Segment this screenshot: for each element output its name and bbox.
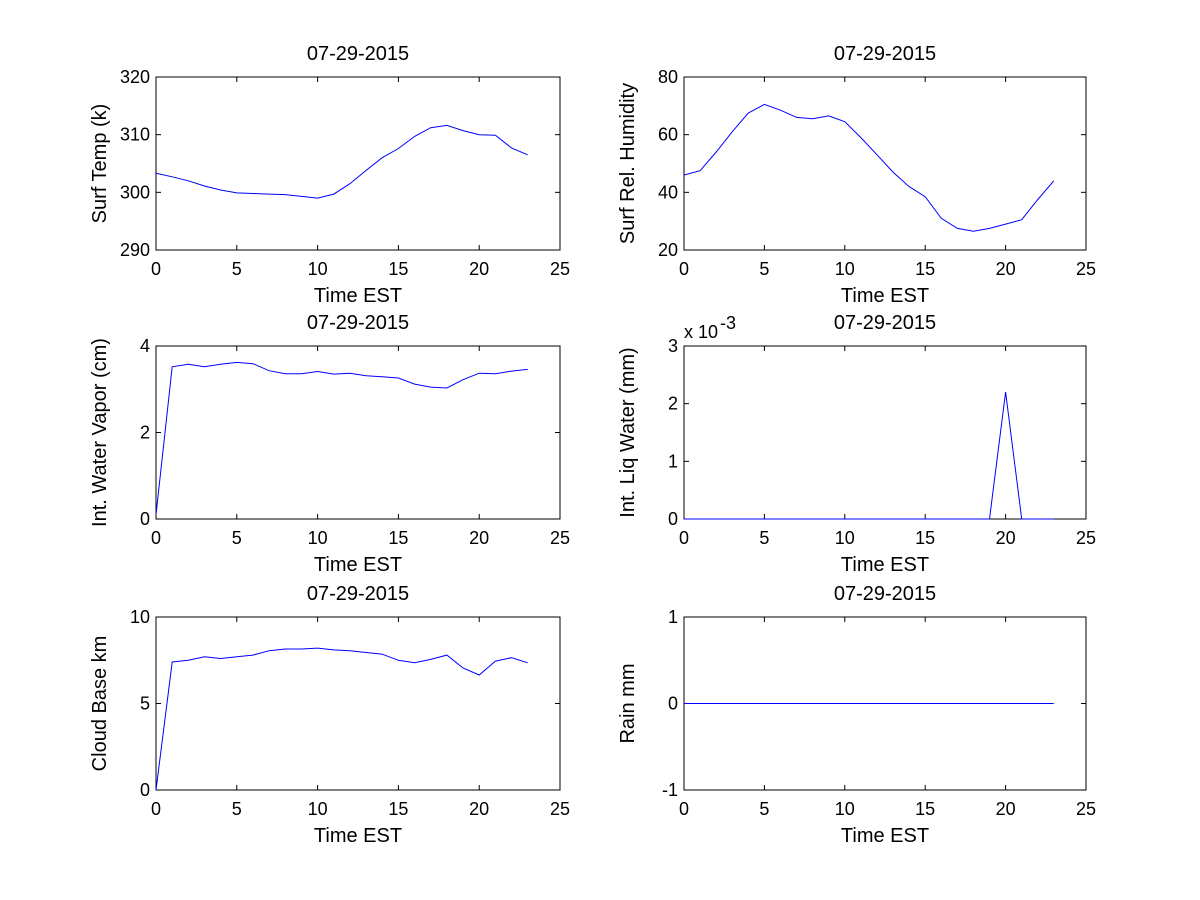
axes-frame xyxy=(683,76,1087,251)
subplot-2: 0 5 10 15 20 25 20 40 60 80 07-29-2015 Time EST Surf… xyxy=(617,43,1096,307)
x-axis-label: Time EST xyxy=(841,554,929,576)
x-axis-label: Time EST xyxy=(841,825,929,847)
x-tick-label: 5 xyxy=(232,799,242,819)
y-tick-label: 300 xyxy=(120,182,150,202)
y-tick-label: 0 xyxy=(668,509,678,529)
axes-frame xyxy=(155,76,561,251)
chart-title: 07-29-2015 xyxy=(834,43,936,65)
y-tick-label: 310 xyxy=(120,125,150,145)
y-tick-label: -1 xyxy=(662,780,678,800)
x-tick-label: 25 xyxy=(550,799,570,819)
x-axis-label: Time EST xyxy=(314,554,402,576)
y-tick-label: 1 xyxy=(668,607,678,627)
x-tick-label: 20 xyxy=(469,259,489,279)
x-tick-label: 10 xyxy=(308,259,328,279)
series-line xyxy=(683,103,1055,232)
chart-title: 07-29-2015 xyxy=(307,43,409,65)
x-axis-label: Time EST xyxy=(314,285,402,307)
x-tick-label: 5 xyxy=(232,259,242,279)
x-tick-label: 20 xyxy=(996,259,1016,279)
subplot-3: 0 5 10 15 20 25 0 2 4 07-29-2015 Time EST Int. Wate… xyxy=(89,312,570,576)
x-tick-label: 5 xyxy=(759,259,769,279)
x-tick-label: 10 xyxy=(835,528,855,548)
chart-title: 07-29-2015 xyxy=(834,312,936,334)
y-axis-label: Cloud Base km xyxy=(89,636,111,772)
y-axis-label: Surf Temp (k) xyxy=(89,104,111,224)
x-tick-label: 0 xyxy=(151,799,161,819)
y-tick-label: 1 xyxy=(668,451,678,471)
y-axis-label: Int. Water Vapor (cm) xyxy=(89,338,111,527)
y-tick-label: 0 xyxy=(140,780,150,800)
x-tick-label: 20 xyxy=(469,799,489,819)
y-tick-label: 0 xyxy=(140,509,150,529)
x-tick-label: 20 xyxy=(996,528,1016,548)
x-tick-label: 25 xyxy=(550,259,570,279)
x-tick-label: 10 xyxy=(308,528,328,548)
x-tick-label: 15 xyxy=(915,259,935,279)
y-tick-label: 2 xyxy=(140,423,150,443)
y-tick-label: 40 xyxy=(658,182,678,202)
y-tick-label: 5 xyxy=(140,694,150,714)
x-tick-label: 5 xyxy=(759,799,769,819)
x-tick-label: 15 xyxy=(388,259,408,279)
y-axis-label: Surf Rel. Humidity xyxy=(617,83,639,244)
y-exponent-power: -3 xyxy=(720,313,736,333)
x-tick-label: 0 xyxy=(151,528,161,548)
subplot-4: 0 5 10 15 20 25 0 1 2 3 x 10 -3 07-29-2015 Time EST In… xyxy=(617,312,1096,576)
y-tick-label: 2 xyxy=(668,394,678,414)
chart-title: 07-29-2015 xyxy=(307,583,409,605)
x-axis-label: Time EST xyxy=(841,285,929,307)
y-tick-label: 4 xyxy=(140,336,150,356)
x-tick-label: 25 xyxy=(1076,528,1096,548)
x-tick-label: 5 xyxy=(232,528,242,548)
chart-title: 07-29-2015 xyxy=(834,583,936,605)
x-tick-label: 15 xyxy=(915,799,935,819)
y-tick-label: 290 xyxy=(120,240,150,260)
x-tick-label: 25 xyxy=(1076,259,1096,279)
y-tick-label: 60 xyxy=(658,125,678,145)
x-tick-label: 20 xyxy=(996,799,1016,819)
y-tick-label: 3 xyxy=(668,336,678,356)
x-tick-label: 20 xyxy=(469,528,489,548)
y-tick-label: 20 xyxy=(658,240,678,260)
subplot-5: 0 5 10 15 20 25 0 5 10 07-29-2015 Time EST Cloud Ba… xyxy=(89,583,570,847)
x-tick-label: 10 xyxy=(835,799,855,819)
x-tick-label: 0 xyxy=(679,528,689,548)
y-exponent-base: x 10 xyxy=(684,322,718,342)
chart-title: 07-29-2015 xyxy=(307,312,409,334)
x-tick-label: 0 xyxy=(679,259,689,279)
x-tick-label: 10 xyxy=(835,259,855,279)
y-tick-label: 320 xyxy=(120,67,150,87)
series-line xyxy=(155,647,528,791)
x-tick-label: 0 xyxy=(151,259,161,279)
x-tick-label: 25 xyxy=(550,528,570,548)
series-line xyxy=(684,392,1054,520)
x-axis-label: Time EST xyxy=(314,825,402,847)
y-tick-label: 0 xyxy=(668,694,678,714)
x-tick-label: 15 xyxy=(388,799,408,819)
series-line xyxy=(155,124,528,199)
x-tick-label: 0 xyxy=(679,799,689,819)
x-tick-label: 15 xyxy=(388,528,408,548)
y-tick-label: 80 xyxy=(658,67,678,87)
y-tick-label: 10 xyxy=(130,607,150,627)
y-axis-label: Rain mm xyxy=(617,663,639,743)
subplot-1: 0 5 10 15 20 25 290 300 310 320 07-29-2015 Time EST… xyxy=(89,43,570,307)
y-axis-label: Int. Liq Water (mm) xyxy=(617,347,639,517)
x-tick-label: 25 xyxy=(1076,799,1096,819)
x-tick-label: 10 xyxy=(308,799,328,819)
x-tick-label: 15 xyxy=(915,528,935,548)
x-tick-label: 5 xyxy=(759,528,769,548)
series-line xyxy=(155,361,528,515)
